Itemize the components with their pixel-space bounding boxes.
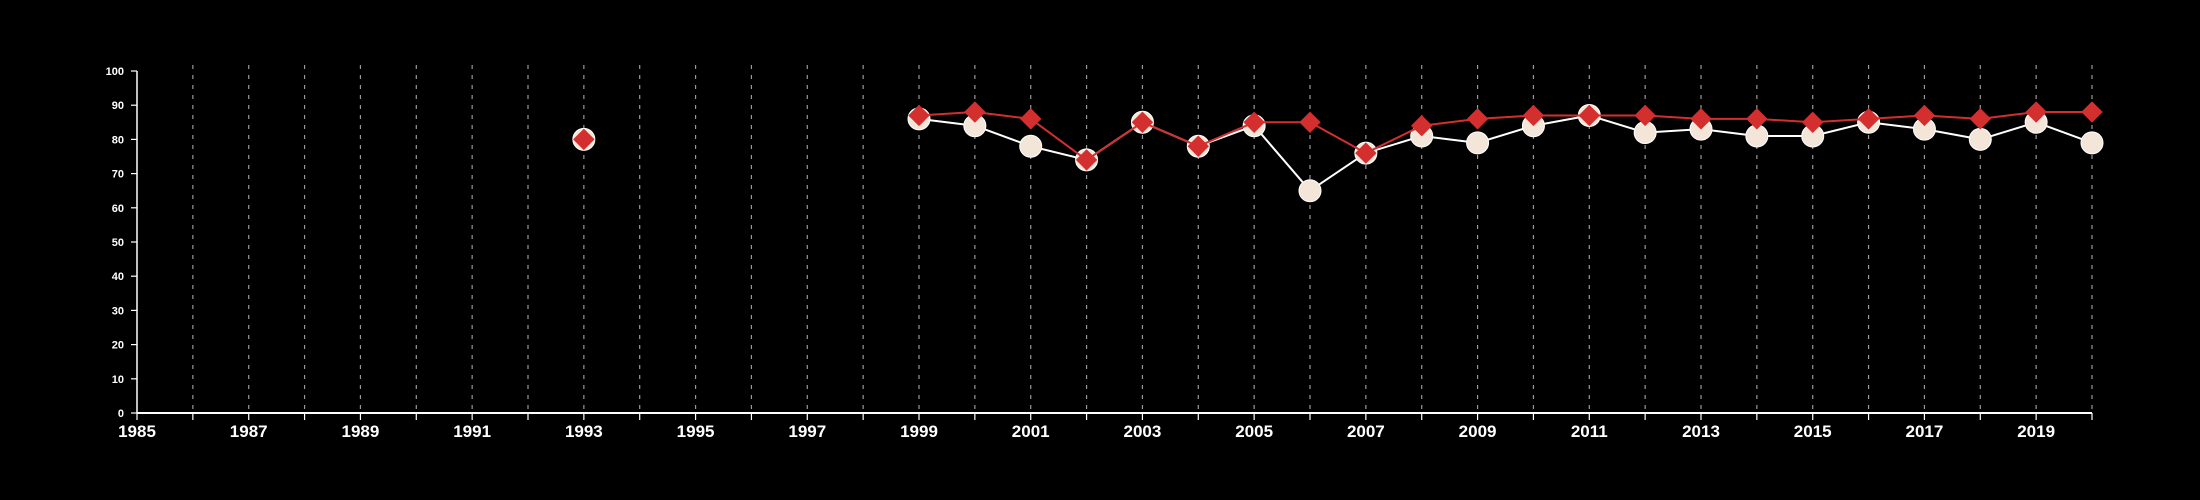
data-point-diamond (1243, 111, 1265, 134)
y-tick-label: 70 (112, 169, 124, 181)
y-tick-label: 40 (112, 271, 124, 283)
axis-layer: 0 10 20 30 40 50 60 70 80 90 100 1985 1987 1989 1991 19… (106, 66, 2093, 441)
data-point-circle (2080, 131, 2104, 155)
y-tick-label: 100 (106, 66, 124, 78)
x-tick-label: 1987 (230, 422, 268, 441)
series-line-segment (1253, 125, 1311, 192)
series-line-segment (1197, 121, 1255, 148)
data-point-diamond (1075, 149, 1098, 171)
y-tick-label: 80 (112, 134, 124, 146)
x-tick-label: 2001 (1012, 422, 1050, 441)
series-line-segment (1030, 118, 1088, 161)
data-point-circle (1968, 127, 1992, 151)
data-point-diamond (2025, 101, 2047, 123)
y-tick-label: 10 (112, 374, 124, 386)
data-point-diamond (1411, 115, 1433, 137)
grid-layer (192, 65, 2093, 413)
x-tick-label: 1985 (118, 422, 156, 441)
x-tick-label: 2003 (1124, 422, 1162, 441)
y-tick-label: 20 (112, 340, 124, 352)
data-point-diamond (1857, 108, 1880, 130)
y-tick-label: 0 (118, 408, 124, 420)
data-point-diamond (1299, 111, 1321, 134)
y-tick-label: 60 (112, 203, 124, 215)
data-point-diamond (1020, 108, 1042, 130)
data-point-diamond (573, 128, 595, 151)
data-point-diamond (1913, 104, 1936, 127)
data-point-diamond (1690, 108, 1712, 130)
x-tick-label: 2013 (1682, 422, 1720, 441)
y-tick-label: 50 (112, 237, 124, 249)
data-point-diamond (1187, 135, 1209, 157)
data-point-diamond (964, 101, 986, 123)
data-point-circle (1019, 134, 1043, 158)
y-tick-label: 90 (112, 100, 124, 112)
series-line-segment (1086, 121, 1143, 161)
series-line-segment (1142, 121, 1199, 148)
series-layer (572, 101, 2104, 203)
data-point-diamond (2081, 101, 2103, 123)
data-point-diamond (1634, 104, 1656, 127)
x-tick-label: 1997 (788, 422, 826, 441)
x-tick-label: 1989 (342, 422, 380, 441)
data-point-circle (1298, 179, 1322, 203)
data-point-circle (1466, 131, 1490, 155)
x-tick-label: 2009 (1459, 422, 1497, 441)
x-tick-label: 2007 (1347, 422, 1385, 441)
data-point-diamond (1578, 104, 1600, 127)
y-tick-label: 30 (112, 305, 124, 317)
x-tick-label: 2017 (1906, 422, 1944, 441)
x-tick-label: 2019 (2017, 422, 2055, 441)
data-point-diamond (1355, 142, 1377, 164)
series-line-segment (1365, 124, 1423, 154)
x-tick-label: 2005 (1235, 422, 1273, 441)
data-point-diamond (908, 104, 930, 127)
x-tick-label: 2011 (1571, 422, 1608, 441)
data-point-diamond (1802, 111, 1824, 134)
x-tick-label: 1993 (565, 422, 603, 441)
data-point-diamond (1746, 108, 1768, 130)
x-tick-label: 1999 (900, 422, 938, 441)
x-tick-label: 1991 (453, 422, 491, 441)
data-point-diamond (1969, 108, 1991, 130)
series-line-segment (1309, 121, 1367, 154)
x-tick-label: 1995 (677, 422, 715, 441)
series-2 (573, 101, 2103, 171)
data-point-diamond (1522, 104, 1545, 127)
data-point-diamond (1466, 108, 1489, 130)
data-point-diamond (1131, 111, 1154, 134)
x-tick-label: 2015 (1794, 422, 1832, 441)
